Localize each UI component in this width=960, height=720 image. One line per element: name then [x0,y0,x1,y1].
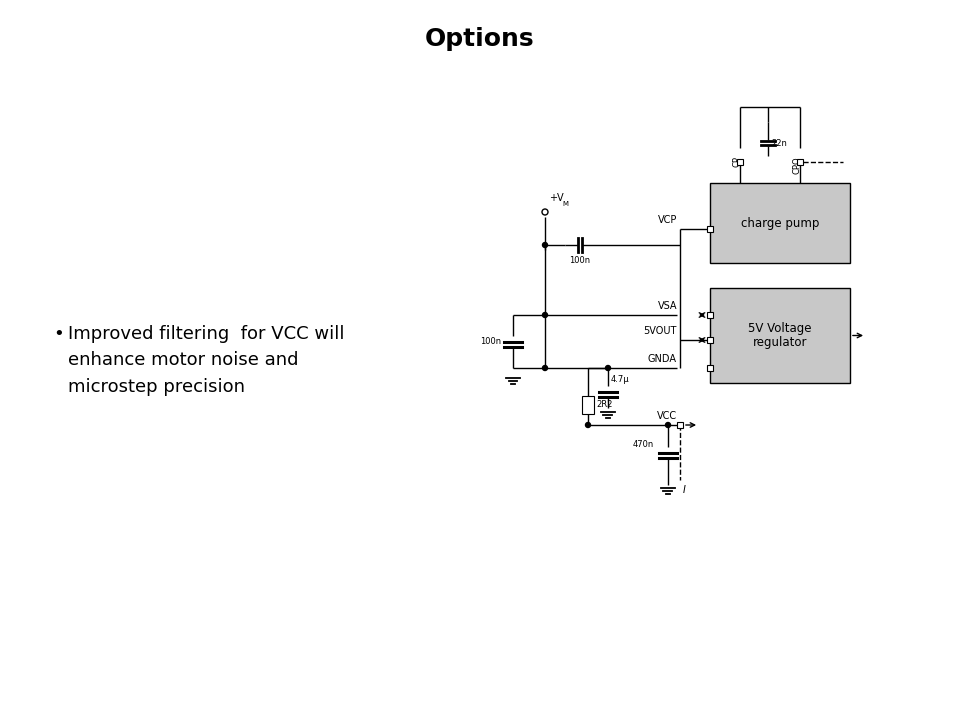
Text: 22n: 22n [771,138,787,148]
Bar [710,183,850,263]
Text: 2R2: 2R2 [596,400,612,409]
Text: 4.7μ: 4.7μ [611,374,630,384]
Text: Improved filtering  for VCC will
enhance motor noise and
microstep precision: Improved filtering for VCC will enhance … [68,325,345,396]
Circle shape [542,366,547,371]
Bar [737,159,743,165]
Text: GNDA: GNDA [648,354,677,364]
Text: VSA: VSA [658,301,677,311]
Text: CPO: CPO [793,156,802,174]
Text: 100n: 100n [569,256,590,265]
Text: 470n: 470n [633,439,654,449]
Bar [707,337,713,343]
Bar [797,159,803,165]
Bar [677,422,683,428]
Text: regulator: regulator [753,336,807,349]
Text: M: M [562,201,568,207]
Text: I: I [683,485,685,495]
Text: VCC: VCC [657,411,677,421]
Text: charge pump: charge pump [741,217,819,230]
Circle shape [606,366,611,371]
Text: 5VOUT: 5VOUT [643,326,677,336]
Circle shape [665,423,670,428]
Text: Options: Options [425,27,535,51]
Text: +V: +V [549,193,564,203]
Circle shape [542,243,547,248]
Circle shape [542,209,548,215]
Bar [707,312,713,318]
Bar [710,288,850,383]
Text: CP: CP [732,156,741,167]
Circle shape [542,312,547,318]
Circle shape [586,423,590,428]
Bar [582,395,594,413]
Text: •: • [53,325,63,343]
Text: 100n: 100n [480,337,501,346]
Text: VCP: VCP [658,215,677,225]
Bar [707,365,713,371]
Bar [707,226,713,233]
Text: 5V Voltage: 5V Voltage [748,322,812,335]
